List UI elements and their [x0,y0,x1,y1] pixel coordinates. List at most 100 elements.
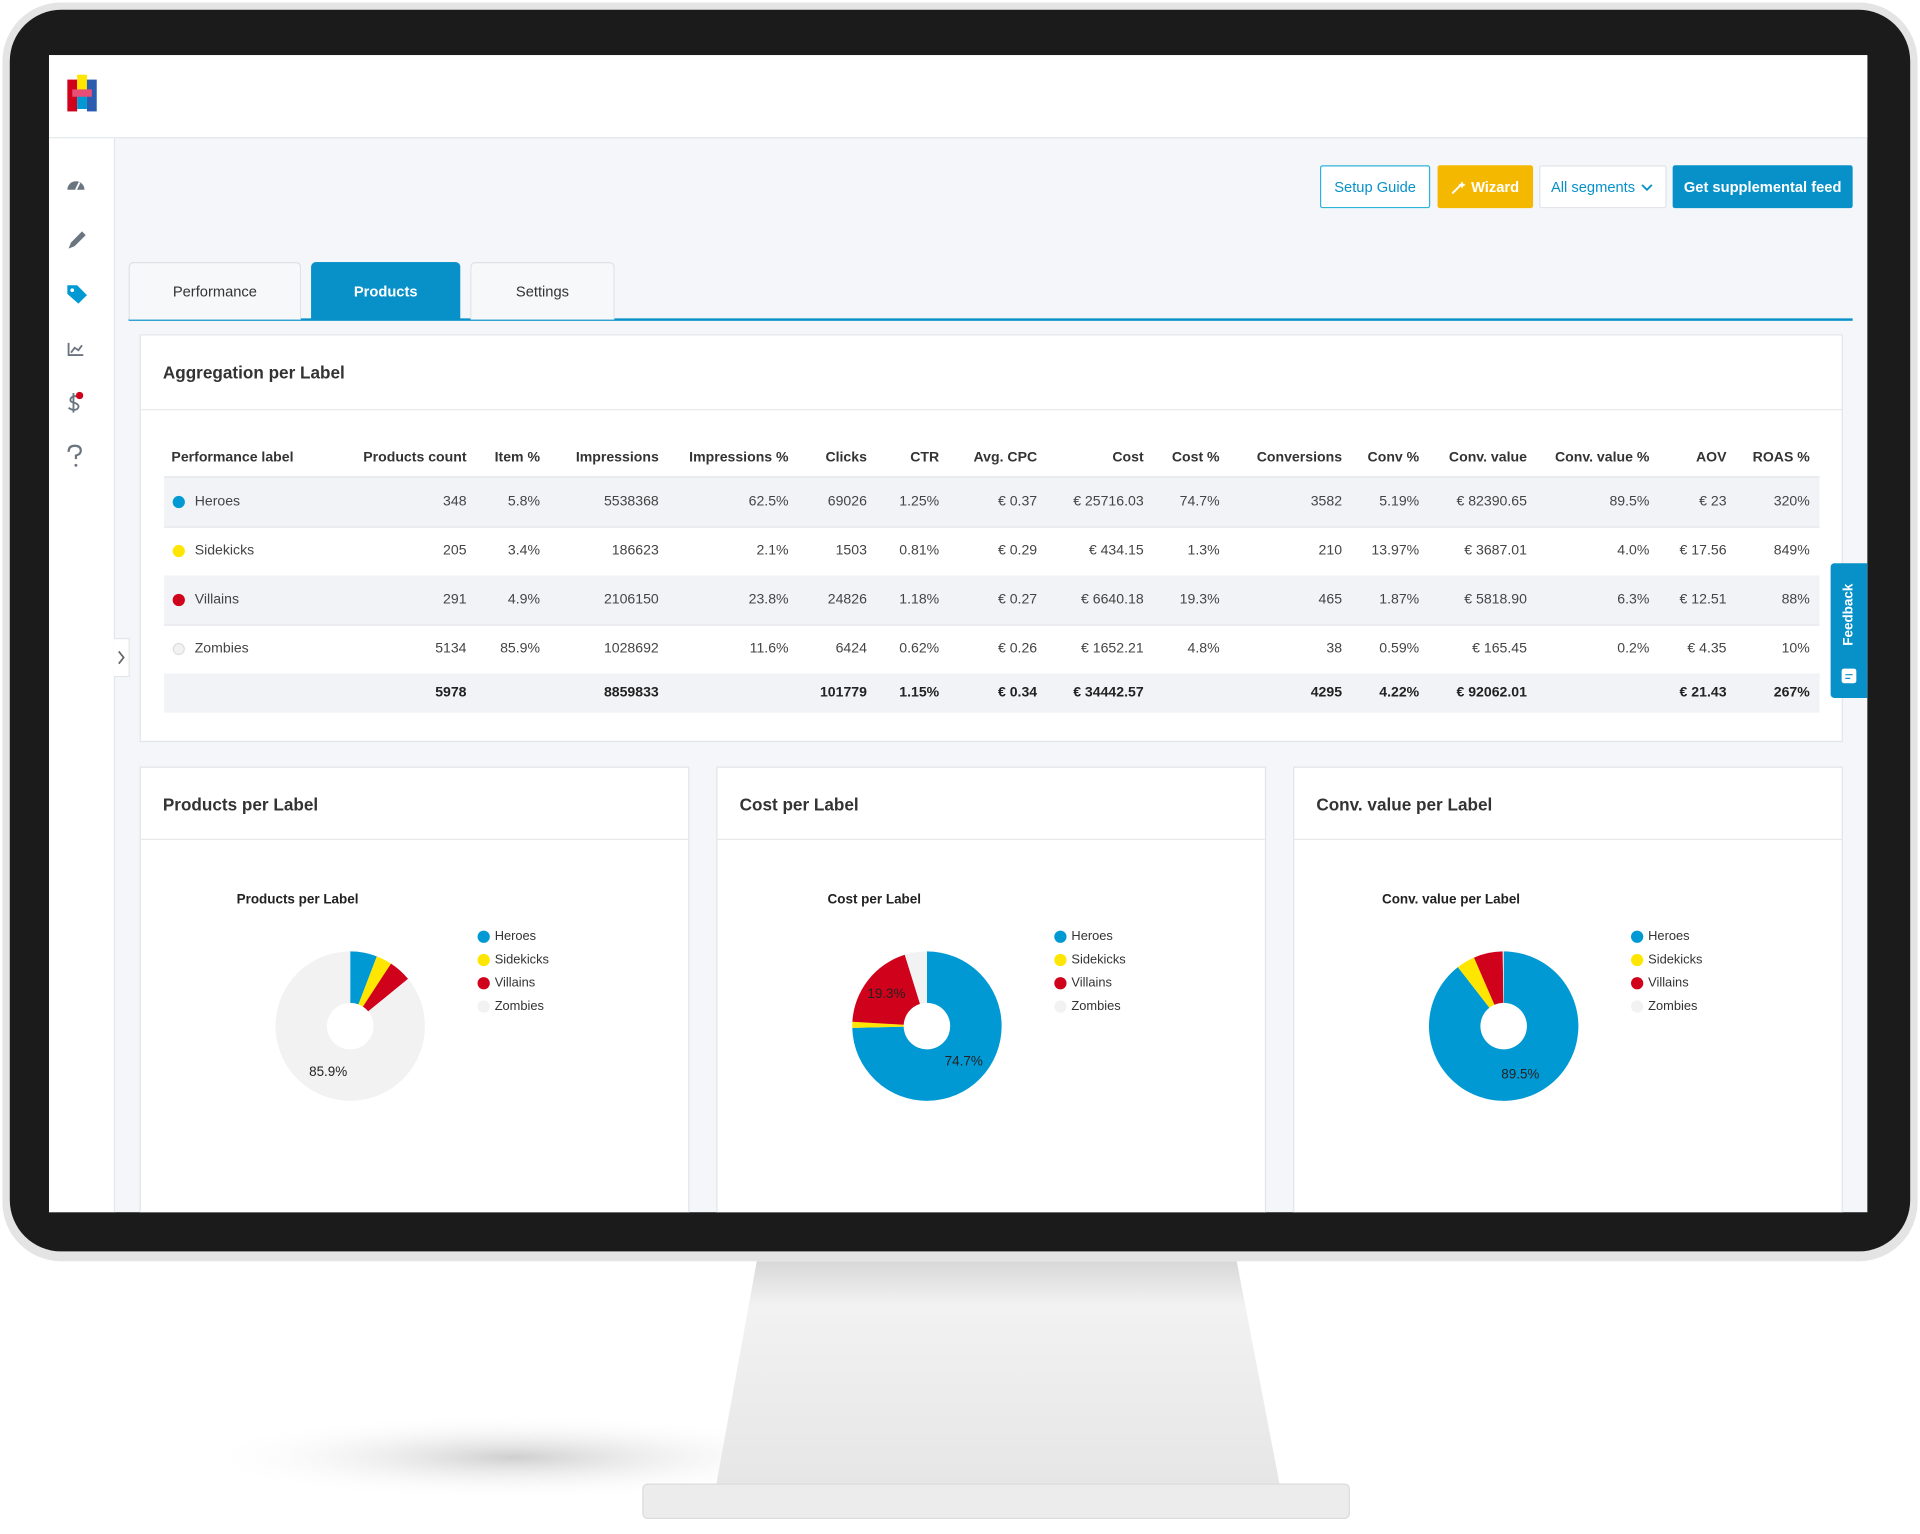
tab-underline [128,318,1853,321]
slice-label: 85.9% [309,1064,347,1079]
column-header: ROAS % [1752,450,1810,466]
tab[interactable]: Performance [128,262,302,320]
table-cell: € 25716.03 [1073,494,1144,510]
table-cell: 38 [1326,641,1343,657]
label-dot [172,544,185,558]
pie-slice [362,963,409,1012]
slice-label: 74.7% [945,1054,983,1069]
feedback-tab[interactable]: Feedback [1830,563,1868,698]
total-cell: 8859833 [603,685,659,701]
table-cell: 5.8% [507,494,541,510]
billing-icon[interactable] [68,391,84,413]
table-cell: 1028692 [603,641,659,657]
table-cell: 291 [443,592,467,608]
table-cell: 465 [1318,592,1343,608]
table-cell: 5134 [435,641,467,657]
column-header: Cost [1112,450,1144,466]
legend-swatch [477,953,490,967]
table-cell: € 0.29 [997,543,1038,559]
header-divider [164,476,1820,478]
table-cell: 1.3% [1187,543,1220,559]
table-cell: € 17.56 [1679,543,1727,559]
column-header: Avg. CPC [973,450,1038,466]
table-cell: 0.81% [899,543,940,559]
header-button[interactable]: All segments [1539,165,1667,209]
card-title: Aggregation per Label [162,362,345,383]
stand-shadow [195,1414,833,1501]
total-cell: € 0.34 [997,685,1038,701]
pie-slice [275,951,425,1101]
legend-label: Zombies [1071,998,1120,1013]
total-cell: 5978 [435,685,467,701]
logo[interactable] [65,72,99,116]
pie-slice [358,956,392,1007]
sidebar-toggle[interactable] [113,637,130,678]
table-cell: 348 [443,494,467,510]
row-divider [164,526,1820,528]
table-cell: 0.59% [1379,641,1420,657]
button-label: All segments [1550,178,1636,196]
label-dot [172,495,185,509]
row-divider [164,624,1820,626]
table-cell: 5.19% [1379,494,1420,510]
stand-neck [716,1261,1280,1485]
table-cell: € 165.45 [1472,641,1527,657]
legend-swatch [1631,1000,1644,1013]
column-header: Item % [494,450,541,466]
table-cell: € 1652.21 [1081,641,1144,657]
table-cell: 186623 [611,543,659,559]
table-cell: 1503 [835,543,867,559]
table-cell: € 434.15 [1088,543,1144,559]
legend-swatch [477,1000,490,1013]
header-button[interactable]: Wizard [1437,165,1534,209]
table-cell: 4.9% [507,592,541,608]
table-cell: 89.5% [1609,494,1650,510]
tab[interactable]: Settings [470,262,615,320]
table-cell: 6424 [835,641,867,657]
reports-icon[interactable] [67,342,84,357]
edit-icon[interactable] [68,231,86,249]
chart-title: Products per Label [237,892,359,907]
table-cell: 2106150 [603,592,659,608]
column-header: Products count [363,450,467,466]
legend-label: Villains [1648,975,1688,990]
table-cell: 24826 [827,592,867,608]
table-cell: € 0.37 [997,494,1038,510]
table-cell: 13.97% [1371,543,1420,559]
total-cell: 1.15% [899,685,940,701]
table-cell: 849% [1773,543,1810,559]
wand-icon [1452,180,1467,194]
row-band [164,477,1820,527]
pie-chart: Products per Label 85.9% Heroes Sidekicks Vi… [237,892,549,1101]
feedback-icon [1841,668,1857,684]
aggregation-card: Aggregation per Label Performance label P… [139,334,1843,743]
table-cell: 6.3% [1617,592,1650,608]
help-icon[interactable] [67,444,82,467]
total-cell: € 92062.01 [1456,685,1527,701]
sidebar [48,138,116,1213]
table-cell: 4.0% [1617,543,1650,559]
dashboard-icon[interactable] [67,181,85,191]
total-cell: 101779 [819,685,867,701]
labels-icon[interactable] [67,285,87,304]
table-cell: 69026 [827,494,867,510]
table-cell: € 6640.18 [1081,592,1144,608]
table-cell: € 4.35 [1687,641,1727,657]
table-cell: Heroes [194,494,241,510]
column-header: Conv % [1367,450,1420,466]
column-header: Conv. value [1448,450,1527,466]
legend-swatch [1631,977,1644,990]
table-cell: 85.9% [500,641,541,657]
total-cell: € 21.43 [1679,685,1727,701]
legend-label: Villains [495,975,535,990]
header-button[interactable]: Get supplemental feed [1672,165,1853,209]
table-cell: 74.7% [1179,494,1220,510]
table-cell: 1.18% [899,592,940,608]
legend-swatch [477,930,490,943]
legend-label: Sidekicks [1071,951,1125,966]
column-header: CTR [910,450,940,466]
header-button[interactable]: Setup Guide [1320,165,1431,209]
tab[interactable]: Products [311,262,461,320]
table-cell: Zombies [194,641,249,657]
separator [717,838,1265,841]
